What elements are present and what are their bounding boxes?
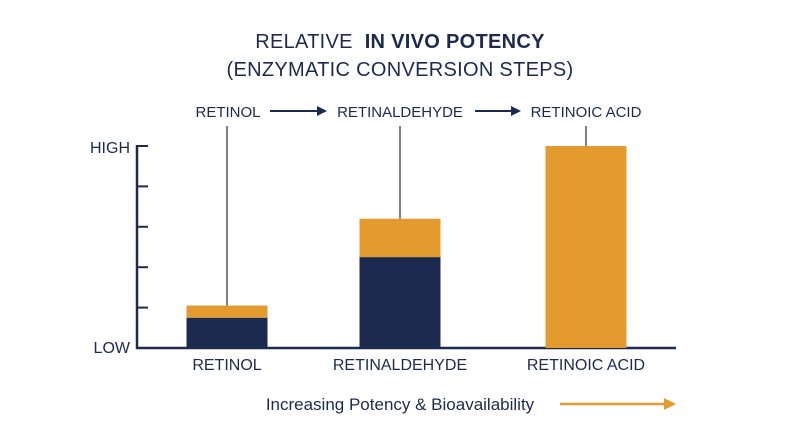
x-tick-label-retinol: RETINOL [192,357,261,374]
pathway-step-retinol: RETINOL [195,104,260,121]
y-axis-low-label: LOW [94,340,131,357]
pathway-step-retinaldehyde: RETINALDEHYDE [337,104,463,121]
title-bold: IN VIVO POTENCY [365,31,545,53]
bars-group [186,146,627,348]
bar-segment-retinaldehyde-base [359,257,441,348]
bar-segment-retinol-top [186,305,268,318]
chart-subtitle: (ENZYMATIC CONVERSION STEPS) [227,59,574,81]
footer-caption: Increasing Potency & Bioavailability [266,395,535,414]
x-tick-label-retinaldehyde: RETINALDEHYDE [333,357,467,374]
title-regular: RELATIVE [255,31,353,53]
bar-segment-retinaldehyde-top [359,218,441,258]
pathway-step-retinoic-acid: RETINOIC ACID [531,104,642,121]
bar-segment-retinoic-acid-top [545,146,627,348]
y-axis-ticks [137,145,148,349]
bar-segment-retinol-base [186,317,268,348]
chart-title: RELATIVE IN VIVO POTENCY [255,31,545,53]
x-tick-label-retinoic-acid: RETINOIC ACID [527,357,645,374]
y-axis-high-label: HIGH [90,140,130,157]
